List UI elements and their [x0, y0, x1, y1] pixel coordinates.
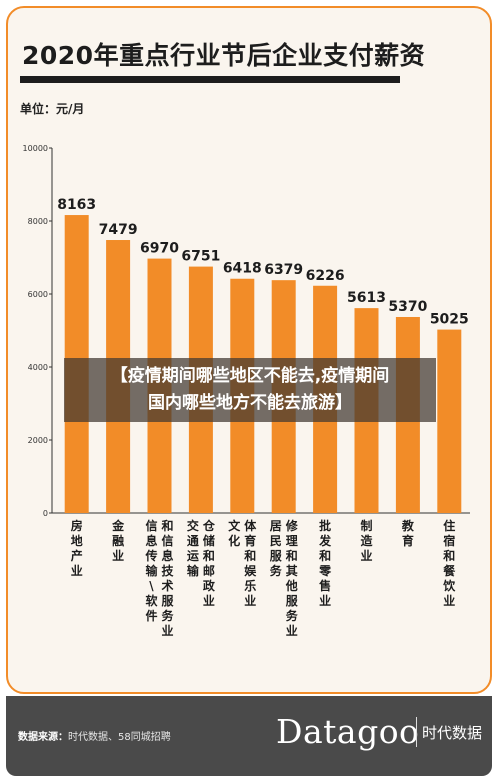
y-tick-label: 6000 — [28, 290, 48, 299]
data-source-label: 数据来源： — [18, 732, 68, 743]
bar-value-label: 6226 — [306, 268, 345, 284]
x-category-label: 仓储和邮政业 — [202, 518, 216, 608]
brand-name-cn: 时代数据 — [422, 724, 483, 742]
bar-value-label: 6379 — [264, 262, 303, 278]
overlay-text: 【疫情期间哪些地区不能去,疫情期间 国内哪些地方不能去旅游】 — [64, 363, 436, 417]
title-underline — [20, 76, 400, 83]
bar-chart: 0 2000 4000 6000 8000 10000 8163 房地产业 7479 金融业 697… — [23, 144, 470, 638]
x-category-label: 居民服务 — [270, 519, 283, 578]
x-category-label: 房地产业 — [71, 518, 83, 578]
x-category-label: 制造业 — [360, 518, 373, 563]
bar-value-label: 5370 — [388, 299, 427, 315]
bar-value-label: 6970 — [140, 241, 179, 257]
y-tick-label: 8000 — [28, 217, 48, 226]
x-category-label: 文化 — [228, 518, 241, 548]
chart-title: 2020年重点行业节后企业支付薪资 — [22, 41, 426, 70]
x-category-label: 信息传输\软件 — [144, 518, 158, 623]
bar-value-label: 7479 — [99, 222, 138, 238]
data-source-text: 时代数据、58同城招聘 — [68, 732, 171, 743]
brand-logo: Datagoo — [276, 712, 420, 751]
unit-label: 单位：元/月 — [20, 102, 85, 116]
bar-value-label: 6418 — [223, 261, 262, 277]
y-tick-label: 2000 — [28, 436, 48, 445]
x-category-label: 和信息技术服务业 — [160, 518, 174, 638]
y-tick-label: 10000 — [23, 144, 48, 153]
x-category-label: 住宿和餐饮业 — [442, 518, 456, 608]
brand-divider — [416, 717, 417, 747]
bar-value-label: 8163 — [57, 197, 96, 213]
overlay-line-1: 【疫情期间哪些地区不能去,疫情期间 — [110, 366, 390, 386]
x-category-label: 金融业 — [111, 518, 125, 563]
y-tick-label: 4000 — [28, 363, 48, 372]
x-category-label: 体育和娱乐业 — [243, 518, 257, 608]
y-tick-label: 0 — [43, 509, 48, 518]
footer-bar — [6, 696, 492, 776]
x-category-label: 批发和零售业 — [318, 518, 332, 608]
overlay-line-2: 国内哪些地方不能去旅游】 — [148, 393, 352, 413]
x-category-label: 修理和其他服务业 — [285, 518, 299, 638]
bar-value-label: 6751 — [181, 249, 220, 265]
x-category-label: 教育 — [401, 518, 415, 548]
bar-value-label: 5025 — [430, 312, 469, 328]
data-source: 数据来源：时代数据、58同城招聘 — [18, 728, 171, 743]
x-category-label: 交通运输 — [187, 518, 200, 578]
bar — [437, 329, 462, 513]
bar-value-label: 5613 — [347, 290, 386, 306]
overlay-banner — [64, 358, 436, 422]
